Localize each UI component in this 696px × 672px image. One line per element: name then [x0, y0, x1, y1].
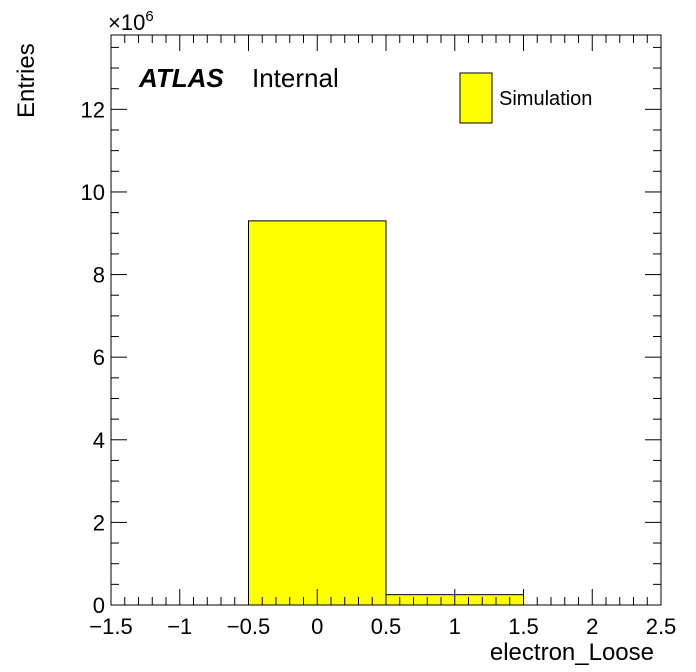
- y-tick-label: 8: [93, 263, 105, 288]
- x-tick-label: 0.5: [371, 614, 402, 639]
- y-tick-label: 12: [81, 97, 105, 122]
- y-tick-label: 4: [93, 428, 105, 453]
- x-tick-label: 1: [449, 614, 461, 639]
- legend-label-simulation: Simulation: [499, 88, 592, 110]
- x-tick-label: 2: [586, 614, 598, 639]
- x-tick-labels: −1.5 −1 −0.5 0 0.5 1 1.5 2 2.5: [89, 614, 676, 639]
- y-tick-label: 10: [81, 180, 105, 205]
- plot-frame: [110, 34, 662, 606]
- x-tick-label: 2.5: [646, 614, 677, 639]
- y-tick-label: 6: [93, 345, 105, 370]
- y-multiplier-base: ×10: [108, 10, 145, 35]
- atlas-label: ATLAS: [138, 63, 224, 93]
- x-tick-label: −0.5: [227, 614, 270, 639]
- y-tick-labels: 0 2 4 6 8 10 12: [81, 97, 105, 618]
- x-tick-label: −1: [167, 614, 192, 639]
- x-tick-label: −1.5: [89, 614, 132, 639]
- y-axis-title: Entries: [13, 43, 40, 118]
- x-tick-label: 0: [311, 614, 323, 639]
- histogram-bin-0: [248, 220, 387, 606]
- x-tick-label: 1.5: [508, 614, 539, 639]
- internal-label: Internal: [252, 63, 339, 93]
- histogram-bars: [248, 220, 524, 606]
- legend-swatch-simulation: [459, 72, 493, 124]
- x-axis-title: electron_Loose: [490, 639, 654, 666]
- y-tick-label: 2: [93, 510, 105, 535]
- y-tick-label: 0: [93, 593, 105, 618]
- y-axis-multiplier: ×106: [108, 8, 154, 35]
- y-multiplier-exponent: 6: [145, 8, 153, 25]
